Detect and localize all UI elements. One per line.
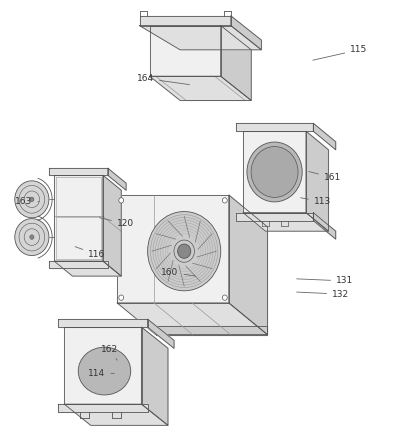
Polygon shape	[58, 404, 148, 412]
Circle shape	[119, 295, 124, 300]
Text: 120: 120	[99, 218, 134, 228]
Polygon shape	[117, 303, 267, 334]
Polygon shape	[139, 16, 231, 26]
Polygon shape	[117, 195, 229, 303]
Text: 131: 131	[297, 276, 353, 285]
Polygon shape	[139, 26, 261, 50]
Polygon shape	[49, 261, 108, 268]
Polygon shape	[229, 195, 267, 334]
Text: 114: 114	[88, 369, 115, 378]
Polygon shape	[56, 178, 101, 216]
Text: 161: 161	[309, 171, 341, 182]
Circle shape	[178, 244, 191, 258]
Circle shape	[30, 235, 34, 239]
Circle shape	[247, 142, 302, 202]
Polygon shape	[58, 319, 148, 327]
Circle shape	[222, 198, 227, 203]
Polygon shape	[243, 131, 306, 213]
Polygon shape	[150, 76, 251, 101]
Polygon shape	[54, 261, 121, 276]
Polygon shape	[313, 123, 336, 150]
Polygon shape	[306, 131, 328, 231]
Text: 164: 164	[137, 74, 189, 85]
Text: 115: 115	[313, 45, 368, 60]
Polygon shape	[221, 26, 251, 101]
Polygon shape	[64, 327, 142, 404]
Circle shape	[251, 147, 298, 198]
Text: 132: 132	[297, 290, 349, 299]
Polygon shape	[231, 16, 261, 50]
Text: 113: 113	[301, 197, 331, 206]
Polygon shape	[64, 404, 168, 425]
Polygon shape	[54, 175, 103, 261]
Polygon shape	[313, 213, 336, 239]
Ellipse shape	[78, 347, 131, 395]
Text: 162: 162	[101, 345, 118, 360]
Polygon shape	[108, 168, 126, 190]
Polygon shape	[150, 26, 221, 76]
Polygon shape	[49, 168, 108, 175]
Text: 116: 116	[75, 247, 106, 259]
Text: 160: 160	[161, 268, 196, 276]
Polygon shape	[148, 319, 174, 348]
Polygon shape	[103, 175, 121, 276]
Polygon shape	[236, 213, 313, 221]
Polygon shape	[156, 326, 267, 334]
Circle shape	[30, 197, 34, 202]
Circle shape	[15, 218, 49, 256]
Text: 163: 163	[15, 197, 39, 206]
Circle shape	[119, 198, 124, 203]
Circle shape	[15, 181, 49, 218]
Polygon shape	[142, 327, 168, 425]
Circle shape	[148, 212, 221, 291]
Polygon shape	[243, 213, 328, 231]
Circle shape	[222, 295, 227, 300]
Polygon shape	[56, 218, 101, 259]
Polygon shape	[236, 123, 313, 131]
